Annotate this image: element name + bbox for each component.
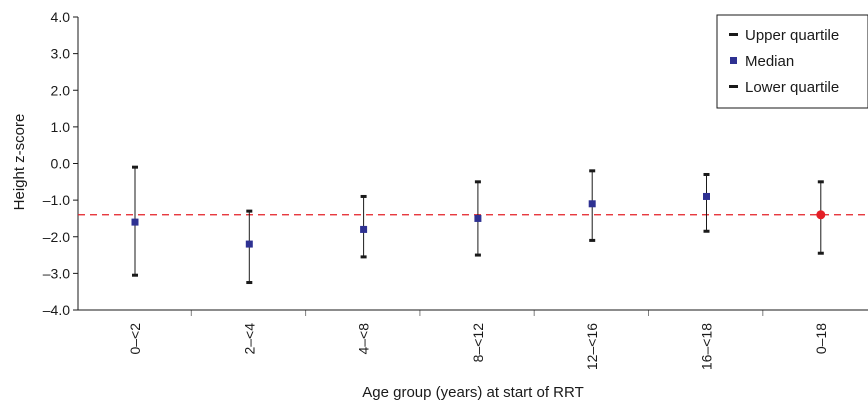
legend-swatch-upper-quartile — [729, 33, 738, 36]
median-point-overall — [816, 210, 826, 220]
legend-box — [716, 14, 868, 109]
legend-entry-median: Median — [745, 53, 794, 70]
x-axis-title: Age group (years) at start of RRT — [362, 384, 583, 401]
median-point — [245, 240, 253, 248]
upper-quartile-mark — [589, 169, 596, 173]
x-tick-label: 8–<12 — [470, 323, 486, 363]
x-tick-label: 0–18 — [813, 323, 829, 354]
legend: Upper quartile Median Lower quartile — [716, 14, 868, 109]
upper-quartile-mark — [817, 180, 824, 184]
median-point — [131, 218, 139, 226]
median-point — [703, 192, 710, 200]
x-tick-label: 12–<16 — [584, 323, 600, 370]
y-tick-label: –4.0 — [43, 302, 70, 318]
lower-quartile-mark — [246, 281, 253, 285]
y-axis-title: Height z-score — [11, 114, 28, 211]
legend-swatch-median — [730, 57, 737, 64]
data-marks — [131, 165, 826, 285]
upper-quartile-mark — [703, 172, 710, 176]
upper-quartile-mark — [132, 165, 138, 169]
lower-quartile-mark — [360, 255, 367, 259]
upper-quartile-mark — [360, 194, 367, 198]
median-point — [360, 225, 368, 233]
lower-quartile-mark — [703, 229, 710, 233]
y-tick-label: 4.0 — [51, 9, 71, 25]
legend-entry-upper-quartile: Upper quartile — [745, 27, 839, 44]
lower-quartile-mark — [474, 253, 481, 257]
y-tick-label: 3.0 — [51, 46, 71, 62]
y-axis-ticks: 4.0 3.0 2.0 1.0 0.0 –1.0 –2.0 –3.0 –4.0 — [43, 9, 78, 318]
legend-entry-lower-quartile: Lower quartile — [745, 79, 839, 96]
axes — [77, 17, 868, 311]
y-tick-label: 2.0 — [51, 82, 71, 98]
lower-quartile-mark — [132, 273, 138, 277]
lower-quartile-mark — [589, 238, 596, 242]
y-tick-label: 1.0 — [51, 119, 71, 135]
y-tick-label: –3.0 — [43, 265, 70, 281]
x-tick-label: 16–<18 — [699, 323, 715, 370]
x-tick-label: 0–<2 — [127, 323, 143, 355]
y-tick-label: –1.0 — [43, 192, 70, 208]
x-axis-ticks: 0–<2 2–<4 4–<8 8–<12 12–<16 16–<18 0–18 — [127, 310, 829, 370]
median-point — [588, 200, 596, 208]
x-tick-label: 2–<4 — [241, 323, 257, 355]
upper-quartile-mark — [474, 180, 481, 184]
legend-swatch-lower-quartile — [729, 85, 738, 88]
y-tick-label: –2.0 — [43, 229, 70, 245]
upper-quartile-mark — [246, 209, 253, 213]
median-point — [474, 214, 482, 222]
lower-quartile-mark — [817, 251, 824, 255]
x-tick-label: 4–<8 — [356, 323, 372, 355]
y-tick-label: 0.0 — [51, 156, 71, 172]
